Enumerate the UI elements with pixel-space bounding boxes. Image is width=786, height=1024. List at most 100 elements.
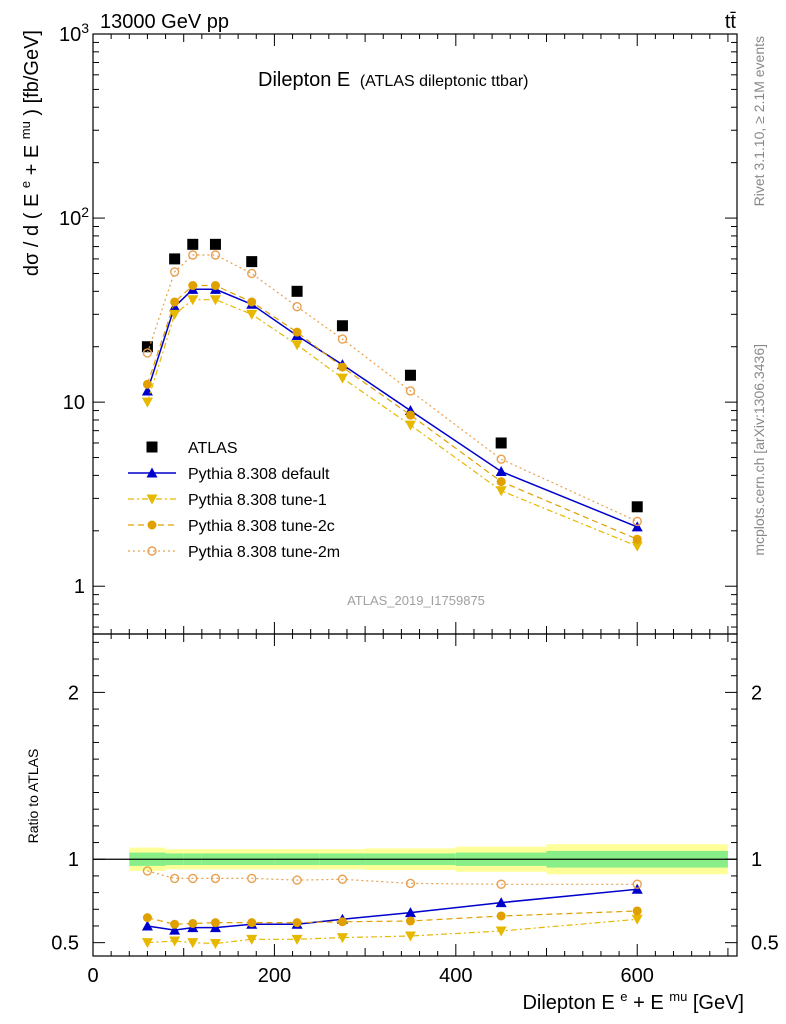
ratio-point-tune2c	[405, 916, 415, 926]
main-point-tune2m	[188, 250, 198, 260]
y-axis-label: dσ / d ( E e + E mu ) [fb/GeV]	[13, 30, 43, 276]
y-axis-label-pre: dσ / d ( E	[21, 194, 43, 276]
x-axis-label: Dilepton E e + E mu [GeV]	[522, 984, 744, 1014]
ratio-point-tune2m	[337, 874, 348, 884]
main-point-tune1	[291, 340, 303, 351]
main-line-tune2c	[146, 284, 638, 540]
y-axis-label-sup2: mu	[18, 121, 33, 139]
main-line-tune2m	[146, 254, 638, 522]
ratio-point-tune2c	[292, 918, 302, 928]
ratio-line-tune2c	[147, 910, 638, 925]
main-point-tune2c	[632, 534, 642, 544]
main-y-tick-label: 102	[59, 204, 89, 230]
x-tick-label: 200	[258, 965, 291, 987]
main-point-atlas	[336, 320, 348, 332]
ratio-plot-frame	[92, 633, 738, 957]
main-point-atlas	[291, 285, 303, 297]
ratio-point-tune2c	[188, 918, 198, 928]
legend-marker-tune2c	[147, 520, 157, 530]
x-axis-label-post: [GeV]	[693, 992, 744, 1014]
ratio-point-tune2m	[632, 879, 642, 889]
y-axis-label-mid: + E	[21, 145, 43, 176]
legend-marker-default	[146, 467, 158, 478]
ratio-point-tune1	[187, 938, 199, 949]
ratio-y-tick-label-right: 0.5	[751, 933, 779, 955]
ratio-y-axis-label: Ratio to ATLAS	[25, 749, 41, 844]
main-point-tune2c	[188, 281, 198, 291]
legend-label-default: Pythia 8.308 default	[188, 466, 330, 483]
main-point-tune2c	[210, 281, 220, 291]
main-point-tune2c	[170, 297, 180, 307]
main-point-tune2m	[632, 516, 642, 527]
main-point-atlas	[631, 501, 643, 513]
main-y-tick-label: 10	[63, 392, 85, 414]
legend-label-tune1: Pythia 8.308 tune-1	[188, 492, 327, 509]
ratio-point-tune1	[209, 938, 221, 949]
x-tick-label: 400	[439, 965, 472, 987]
header-left-label: 13000 GeV pp	[100, 11, 229, 33]
ratio-y-tick-label-right: 1	[751, 849, 762, 871]
main-point-tune1	[495, 486, 507, 497]
ratio-point-tune2c	[142, 913, 152, 923]
ratio-point-tune2m	[142, 866, 153, 876]
main-point-atlas	[495, 437, 507, 449]
main-point-tune2c	[405, 410, 415, 420]
main-point-tune2c	[337, 362, 347, 372]
main-point-default	[495, 465, 507, 476]
main-point-tune1	[246, 309, 258, 320]
ratio-point-tune1	[141, 938, 153, 949]
main-point-default	[631, 521, 643, 532]
ratio-point-tune1	[495, 926, 507, 937]
ratio-point-tune1	[246, 934, 258, 945]
main-point-atlas	[246, 256, 258, 268]
main-point-tune2m	[247, 268, 257, 279]
ratio-point-tune2c	[337, 917, 347, 927]
ratio-point-tune2c	[170, 919, 180, 929]
main-point-tune2m	[142, 348, 153, 358]
legend-label-atlas: ATLAS	[188, 440, 238, 457]
ratio-point-tune2c	[632, 906, 642, 916]
main-point-atlas	[187, 238, 199, 250]
main-subtitle-text: (ATLAS dileptonic ttbar)	[360, 73, 529, 90]
ratio-point-default	[404, 907, 416, 918]
main-point-tune1	[631, 541, 643, 552]
ratio-point-tune2m	[169, 873, 180, 884]
ratio-y-tick-label-left: 0.5	[51, 933, 79, 955]
ratio-point-tune2m	[292, 875, 302, 885]
ratio-point-tune1	[631, 914, 643, 925]
side-label-bottom: mcplots.cern.ch [arXiv:1306.3436]	[751, 344, 767, 556]
main-y-tick-label: 1	[74, 576, 85, 598]
ratio-point-tune1	[404, 931, 416, 942]
ratio-point-tune2m	[247, 873, 257, 884]
watermark-label: ATLAS_2019_I1759875	[347, 593, 485, 608]
main-y-tick-label: 103	[59, 20, 89, 46]
main-point-tune2m	[210, 250, 221, 260]
main-point-tune1	[169, 309, 181, 320]
x-tick-label: 600	[621, 965, 654, 987]
x-axis-label-pre: Dilepton E	[522, 992, 614, 1014]
ratio-point-tune2m	[496, 879, 506, 889]
ratio-y-tick-label-left: 1	[68, 849, 79, 871]
main-point-tune1	[404, 420, 416, 431]
legend-marker-tune1	[146, 494, 158, 505]
legend: ATLAS Pythia 8.308 default Pythia 8.308 tu…	[128, 440, 340, 561]
ratio-line-tune1	[147, 918, 638, 945]
y-axis-label-post: ) [fb/GeV]	[21, 30, 43, 116]
ratio-point-tune1	[169, 936, 181, 947]
main-point-tune2m	[292, 301, 302, 312]
y-axis-label-sup1: e	[18, 181, 33, 188]
main-point-tune2m	[169, 267, 180, 277]
ratio-y-tick-label-right: 2	[751, 682, 762, 704]
main-point-atlas	[169, 253, 181, 265]
ratio-point-tune2m	[210, 873, 221, 884]
ratio-line-default	[147, 888, 638, 931]
ratio-y-tick-label-left: 2	[68, 682, 79, 704]
legend-label-tune2m: Pythia 8.308 tune-2m	[188, 544, 340, 561]
ratio-point-tune2c	[247, 918, 257, 928]
main-line-default	[146, 288, 638, 528]
ratio-point-tune2m	[188, 873, 198, 884]
main-point-tune1	[141, 397, 153, 408]
ratio-point-default	[209, 922, 221, 933]
main-point-atlas	[404, 369, 416, 381]
main-point-tune1	[209, 295, 221, 306]
